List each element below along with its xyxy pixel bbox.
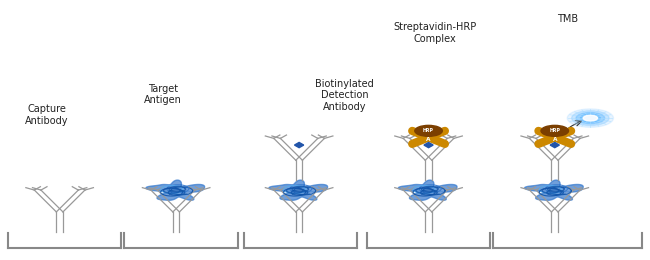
Text: HRP: HRP <box>423 128 434 133</box>
Circle shape <box>415 125 442 136</box>
Circle shape <box>583 115 597 121</box>
Text: A: A <box>426 137 431 142</box>
Polygon shape <box>269 180 328 200</box>
Circle shape <box>580 114 600 122</box>
Polygon shape <box>525 180 583 200</box>
Polygon shape <box>294 142 304 148</box>
Text: Biotinylated
Detection
Antibody: Biotinylated Detection Antibody <box>315 79 374 112</box>
Polygon shape <box>424 142 433 148</box>
Circle shape <box>576 112 604 124</box>
Text: Target
Antigen: Target Antigen <box>144 84 182 105</box>
Circle shape <box>571 111 609 126</box>
Polygon shape <box>550 142 560 148</box>
Text: Capture
Antibody: Capture Antibody <box>25 104 68 126</box>
Text: Streptavidin-HRP
Complex: Streptavidin-HRP Complex <box>393 22 476 44</box>
Circle shape <box>541 125 569 136</box>
Text: HRP: HRP <box>549 128 560 133</box>
Circle shape <box>567 109 614 127</box>
Text: TMB: TMB <box>557 14 578 24</box>
Polygon shape <box>146 180 205 200</box>
Polygon shape <box>398 180 457 200</box>
Text: A: A <box>552 137 557 142</box>
